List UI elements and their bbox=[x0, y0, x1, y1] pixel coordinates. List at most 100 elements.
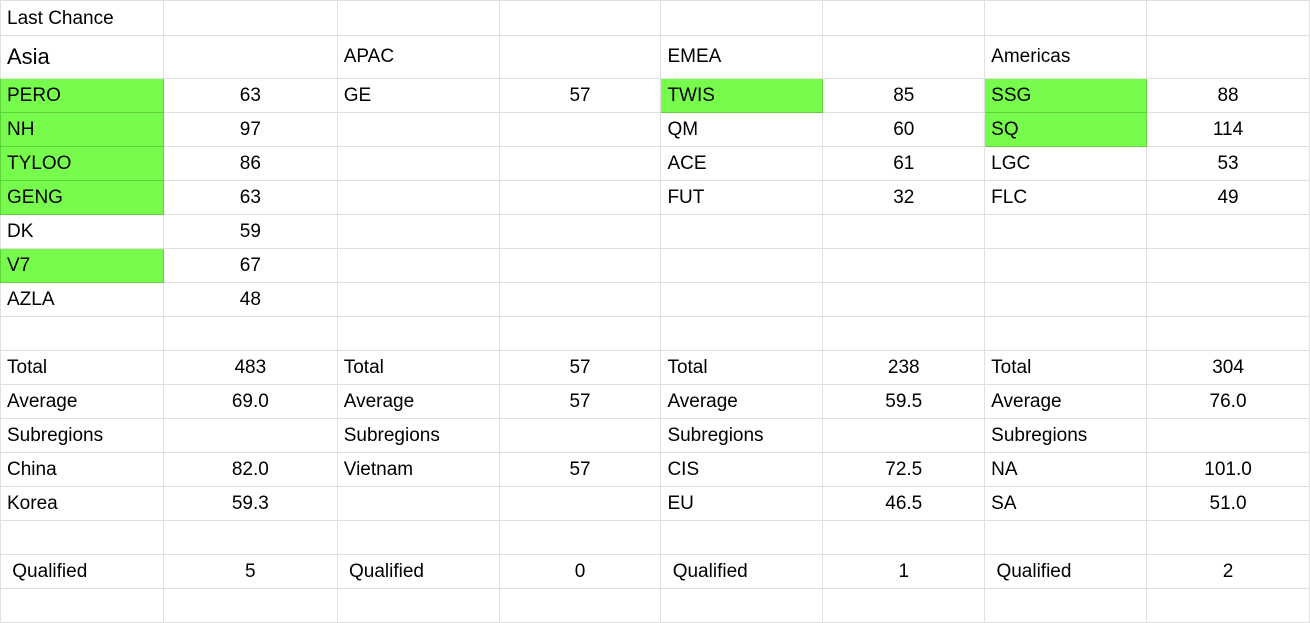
label-cell[interactable]: TWIS bbox=[660, 78, 824, 113]
label-cell[interactable]: China bbox=[0, 452, 164, 487]
label-cell[interactable] bbox=[660, 520, 824, 555]
label-cell[interactable]: SQ bbox=[984, 112, 1148, 147]
value-cell[interactable]: 57 bbox=[498, 350, 662, 385]
value-cell[interactable] bbox=[162, 316, 338, 351]
label-cell[interactable]: PERO bbox=[0, 78, 164, 113]
value-cell[interactable] bbox=[498, 520, 662, 555]
label-cell[interactable]: Last Chance bbox=[0, 0, 164, 36]
label-cell[interactable]: Subregions bbox=[660, 418, 824, 453]
label-cell[interactable] bbox=[336, 180, 500, 215]
value-cell[interactable]: 5 bbox=[162, 554, 338, 589]
value-cell[interactable]: 88 bbox=[1146, 78, 1310, 113]
label-cell[interactable]: EU bbox=[660, 486, 824, 521]
label-cell[interactable] bbox=[660, 282, 824, 317]
label-cell[interactable] bbox=[336, 520, 500, 555]
value-cell[interactable] bbox=[498, 588, 662, 623]
label-cell[interactable]: Total bbox=[336, 350, 500, 385]
label-cell[interactable]: Korea bbox=[0, 486, 164, 521]
value-cell[interactable]: 76.0 bbox=[1146, 384, 1310, 419]
label-cell[interactable] bbox=[336, 248, 500, 283]
value-cell[interactable]: 85 bbox=[822, 78, 986, 113]
value-cell[interactable]: 69.0 bbox=[162, 384, 338, 419]
value-cell[interactable] bbox=[822, 214, 986, 249]
label-cell[interactable] bbox=[336, 146, 500, 181]
value-cell[interactable] bbox=[498, 112, 662, 147]
value-cell[interactable] bbox=[498, 180, 662, 215]
value-cell[interactable]: 1 bbox=[822, 554, 986, 589]
value-cell[interactable]: 61 bbox=[822, 146, 986, 181]
value-cell[interactable] bbox=[1146, 248, 1310, 283]
value-cell[interactable] bbox=[162, 0, 338, 36]
label-cell[interactable] bbox=[0, 588, 164, 623]
label-cell[interactable]: SSG bbox=[984, 78, 1148, 113]
value-cell[interactable] bbox=[498, 214, 662, 249]
label-cell[interactable] bbox=[336, 316, 500, 351]
label-cell[interactable]: DK bbox=[0, 214, 164, 249]
label-cell[interactable] bbox=[0, 316, 164, 351]
label-cell[interactable]: Qualified bbox=[984, 554, 1148, 589]
value-cell[interactable]: 114 bbox=[1146, 112, 1310, 147]
label-cell[interactable]: NH bbox=[0, 112, 164, 147]
label-cell[interactable] bbox=[336, 486, 500, 521]
label-cell[interactable] bbox=[660, 0, 824, 36]
value-cell[interactable]: 53 bbox=[1146, 146, 1310, 181]
value-cell[interactable]: 48 bbox=[162, 282, 338, 317]
value-cell[interactable]: 57 bbox=[498, 78, 662, 113]
value-cell[interactable]: 101.0 bbox=[1146, 452, 1310, 487]
label-cell[interactable] bbox=[0, 520, 164, 555]
value-cell[interactable]: 97 bbox=[162, 112, 338, 147]
label-cell[interactable] bbox=[984, 520, 1148, 555]
value-cell[interactable] bbox=[1146, 0, 1310, 36]
label-cell[interactable]: Qualified bbox=[336, 554, 500, 589]
value-cell[interactable]: 59 bbox=[162, 214, 338, 249]
value-cell[interactable] bbox=[1146, 588, 1310, 623]
label-cell[interactable]: Vietnam bbox=[336, 452, 500, 487]
value-cell[interactable] bbox=[162, 520, 338, 555]
value-cell[interactable]: 63 bbox=[162, 180, 338, 215]
label-cell[interactable]: Subregions bbox=[336, 418, 500, 453]
value-cell[interactable] bbox=[1146, 214, 1310, 249]
label-cell[interactable]: ACE bbox=[660, 146, 824, 181]
value-cell[interactable]: 238 bbox=[822, 350, 986, 385]
value-cell[interactable] bbox=[822, 520, 986, 555]
label-cell[interactable]: GENG bbox=[0, 180, 164, 215]
value-cell[interactable]: 60 bbox=[822, 112, 986, 147]
value-cell[interactable]: 2 bbox=[1146, 554, 1310, 589]
value-cell[interactable]: 46.5 bbox=[822, 486, 986, 521]
label-cell[interactable] bbox=[984, 316, 1148, 351]
value-cell[interactable] bbox=[498, 418, 662, 453]
value-cell[interactable] bbox=[822, 316, 986, 351]
label-cell[interactable]: Subregions bbox=[0, 418, 164, 453]
value-cell[interactable] bbox=[498, 248, 662, 283]
value-cell[interactable]: 86 bbox=[162, 146, 338, 181]
label-cell[interactable]: Qualified bbox=[0, 554, 164, 589]
label-cell[interactable]: FUT bbox=[660, 180, 824, 215]
label-cell[interactable] bbox=[336, 112, 500, 147]
label-cell[interactable] bbox=[984, 282, 1148, 317]
label-cell[interactable]: AZLA bbox=[0, 282, 164, 317]
value-cell[interactable] bbox=[822, 282, 986, 317]
value-cell[interactable] bbox=[498, 282, 662, 317]
value-cell[interactable]: 304 bbox=[1146, 350, 1310, 385]
label-cell[interactable] bbox=[984, 214, 1148, 249]
value-cell[interactable]: 67 bbox=[162, 248, 338, 283]
label-cell[interactable]: TYLOO bbox=[0, 146, 164, 181]
label-cell[interactable]: Average bbox=[336, 384, 500, 419]
value-cell[interactable]: 59.5 bbox=[822, 384, 986, 419]
value-cell[interactable] bbox=[162, 588, 338, 623]
value-cell[interactable] bbox=[1146, 520, 1310, 555]
label-cell[interactable] bbox=[660, 214, 824, 249]
value-cell[interactable] bbox=[1146, 316, 1310, 351]
value-cell[interactable]: 0 bbox=[498, 554, 662, 589]
label-cell[interactable]: APAC bbox=[336, 35, 500, 79]
label-cell[interactable]: EMEA bbox=[660, 35, 824, 79]
label-cell[interactable] bbox=[984, 588, 1148, 623]
label-cell[interactable]: Subregions bbox=[984, 418, 1148, 453]
value-cell[interactable]: 51.0 bbox=[1146, 486, 1310, 521]
label-cell[interactable]: Qualified bbox=[660, 554, 824, 589]
label-cell[interactable] bbox=[336, 0, 500, 36]
value-cell[interactable] bbox=[498, 146, 662, 181]
label-cell[interactable]: NA bbox=[984, 452, 1148, 487]
label-cell[interactable]: Average bbox=[0, 384, 164, 419]
value-cell[interactable]: 57 bbox=[498, 452, 662, 487]
